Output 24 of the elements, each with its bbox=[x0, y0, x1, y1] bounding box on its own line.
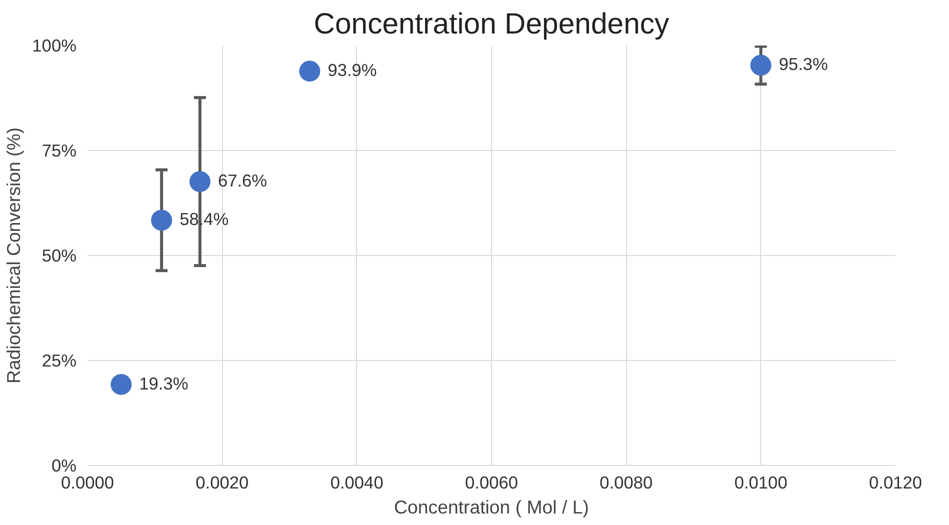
x-axis-title: Concentration ( Mol / L) bbox=[394, 496, 589, 518]
point bbox=[750, 54, 772, 76]
point bbox=[299, 60, 320, 82]
x-tick-label: 0.0020 bbox=[196, 472, 249, 492]
y-tick-label: 0% bbox=[51, 456, 76, 476]
y-tick-label: 50% bbox=[42, 246, 77, 266]
x-tick-label: 0.0000 bbox=[61, 472, 114, 492]
data-label: 19.3% bbox=[139, 373, 188, 394]
x-tick-label: 0.0040 bbox=[330, 472, 384, 492]
chart-title: Concentration Dependency bbox=[314, 8, 670, 40]
x-tick-label: 0.0120 bbox=[869, 472, 922, 492]
data-label: 67.6% bbox=[218, 170, 268, 191]
x-tick-label: 0.0100 bbox=[734, 472, 788, 492]
point bbox=[110, 374, 132, 395]
data-label: 95.3% bbox=[778, 54, 828, 74]
x-tick-label: 0.0080 bbox=[600, 472, 653, 492]
point bbox=[189, 171, 210, 192]
y-axis-title: Radiochemical Conversion (%) bbox=[3, 127, 24, 384]
y-tick-label: 100% bbox=[32, 36, 77, 56]
point bbox=[151, 210, 172, 231]
data-label: 93.9% bbox=[328, 60, 377, 80]
y-tick-label: 75% bbox=[42, 140, 77, 160]
x-tick-label: 0.0060 bbox=[465, 472, 518, 492]
y-tick-label: 25% bbox=[42, 350, 77, 370]
